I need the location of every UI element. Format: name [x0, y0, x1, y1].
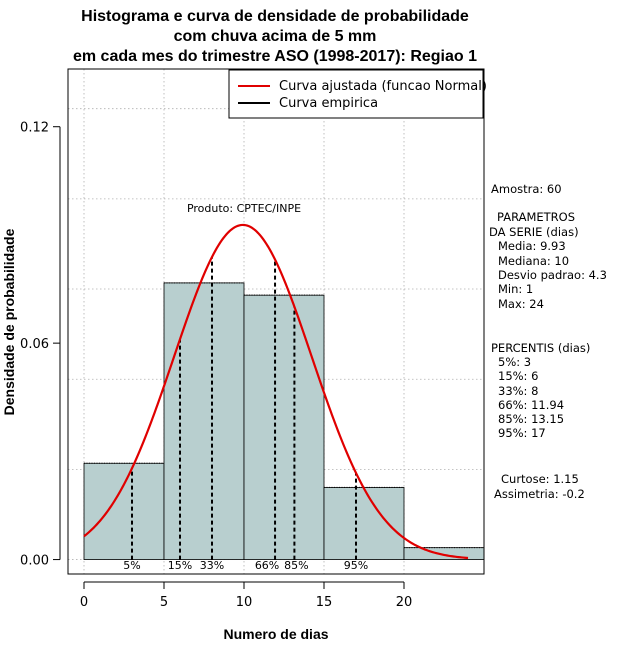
histogram-bar	[83, 462, 165, 560]
y-tick-label: 0.12	[20, 121, 49, 136]
normal-fit-curve	[83, 223, 469, 560]
histogram-bar	[163, 282, 245, 560]
y-tick-label: 0.00	[20, 554, 49, 569]
param-min: Min: 1	[498, 282, 533, 296]
percentile-label: 85%	[284, 559, 308, 572]
histogram-bar	[323, 487, 405, 560]
params-title-2: DA SERIE (dias)	[489, 225, 579, 239]
kurtosis: Curtose: 1.15	[501, 472, 579, 486]
x-tick-label: 0	[80, 595, 88, 610]
percentil-5: 5%: 3	[498, 355, 531, 369]
legend: Curva ajustada (funcao Normal) Curva emp…	[228, 69, 487, 119]
x-tick-label: 5	[160, 595, 168, 610]
chart-title-line-2: com chuva acima de 5 mm	[174, 28, 377, 45]
histogram-bars	[83, 282, 485, 560]
percentile-label: 33%	[200, 559, 224, 572]
percentile-label: 95%	[344, 559, 368, 572]
legend-label-empirical: Curva empirica	[279, 96, 378, 111]
x-tick-label: 15	[316, 595, 333, 610]
percentil-33: 33%: 8	[498, 384, 538, 398]
y-axis-label: Densidade de probabilidade	[1, 228, 17, 415]
sample-size: Amostra: 60	[491, 182, 562, 196]
percentis-title: PERCENTIS (dias)	[491, 341, 590, 355]
skewness: Assimetria: -0.2	[494, 487, 585, 501]
y-axis: 0.00 0.06 0.12	[20, 121, 61, 569]
percentile-label: 15%	[168, 559, 192, 572]
percentile-lines: 5% 15% 33% 66% 85% 95%	[123, 256, 368, 572]
plot-frame	[67, 68, 485, 575]
normal-curve-layer	[83, 223, 469, 560]
percentile-label: 66%	[255, 559, 279, 572]
legend-box	[228, 69, 484, 119]
percentil-85: 85%: 13.15	[498, 412, 564, 426]
chart-title-line-1: Histograma e curva de densidade de proba…	[81, 8, 469, 25]
x-tick-label: 20	[396, 595, 413, 610]
x-axis: 0 5 10 15 20	[80, 581, 413, 610]
percentil-95: 95%: 17	[498, 426, 546, 440]
credit-text: Produto: CPTEC/INPE	[187, 202, 301, 215]
y-tick-label: 0.06	[20, 337, 49, 352]
percentil-66: 66%: 11.94	[498, 398, 564, 412]
param-max: Max: 24	[498, 297, 544, 311]
stats-panel: Amostra: 60 PARAMETROS DA SERIE (dias) M…	[489, 182, 607, 501]
params-title-1: PARAMETROS	[497, 210, 575, 224]
percentile-label: 5%	[123, 559, 140, 572]
chart-title-line-3: em cada mes do trimestre ASO (1998-2017)…	[73, 48, 477, 65]
histogram-bar	[403, 547, 485, 560]
x-axis-label: Numero de dias	[223, 626, 328, 642]
percentil-15: 15%: 6	[498, 369, 538, 383]
param-mean: Media: 9.93	[498, 239, 566, 253]
legend-label-fitted: Curva ajustada (funcao Normal)	[279, 79, 487, 94]
param-median: Mediana: 10	[498, 254, 569, 268]
histogram-bar	[243, 294, 325, 560]
param-sd: Desvio padrao: 4.3	[498, 268, 607, 282]
x-tick-label: 10	[236, 595, 253, 610]
